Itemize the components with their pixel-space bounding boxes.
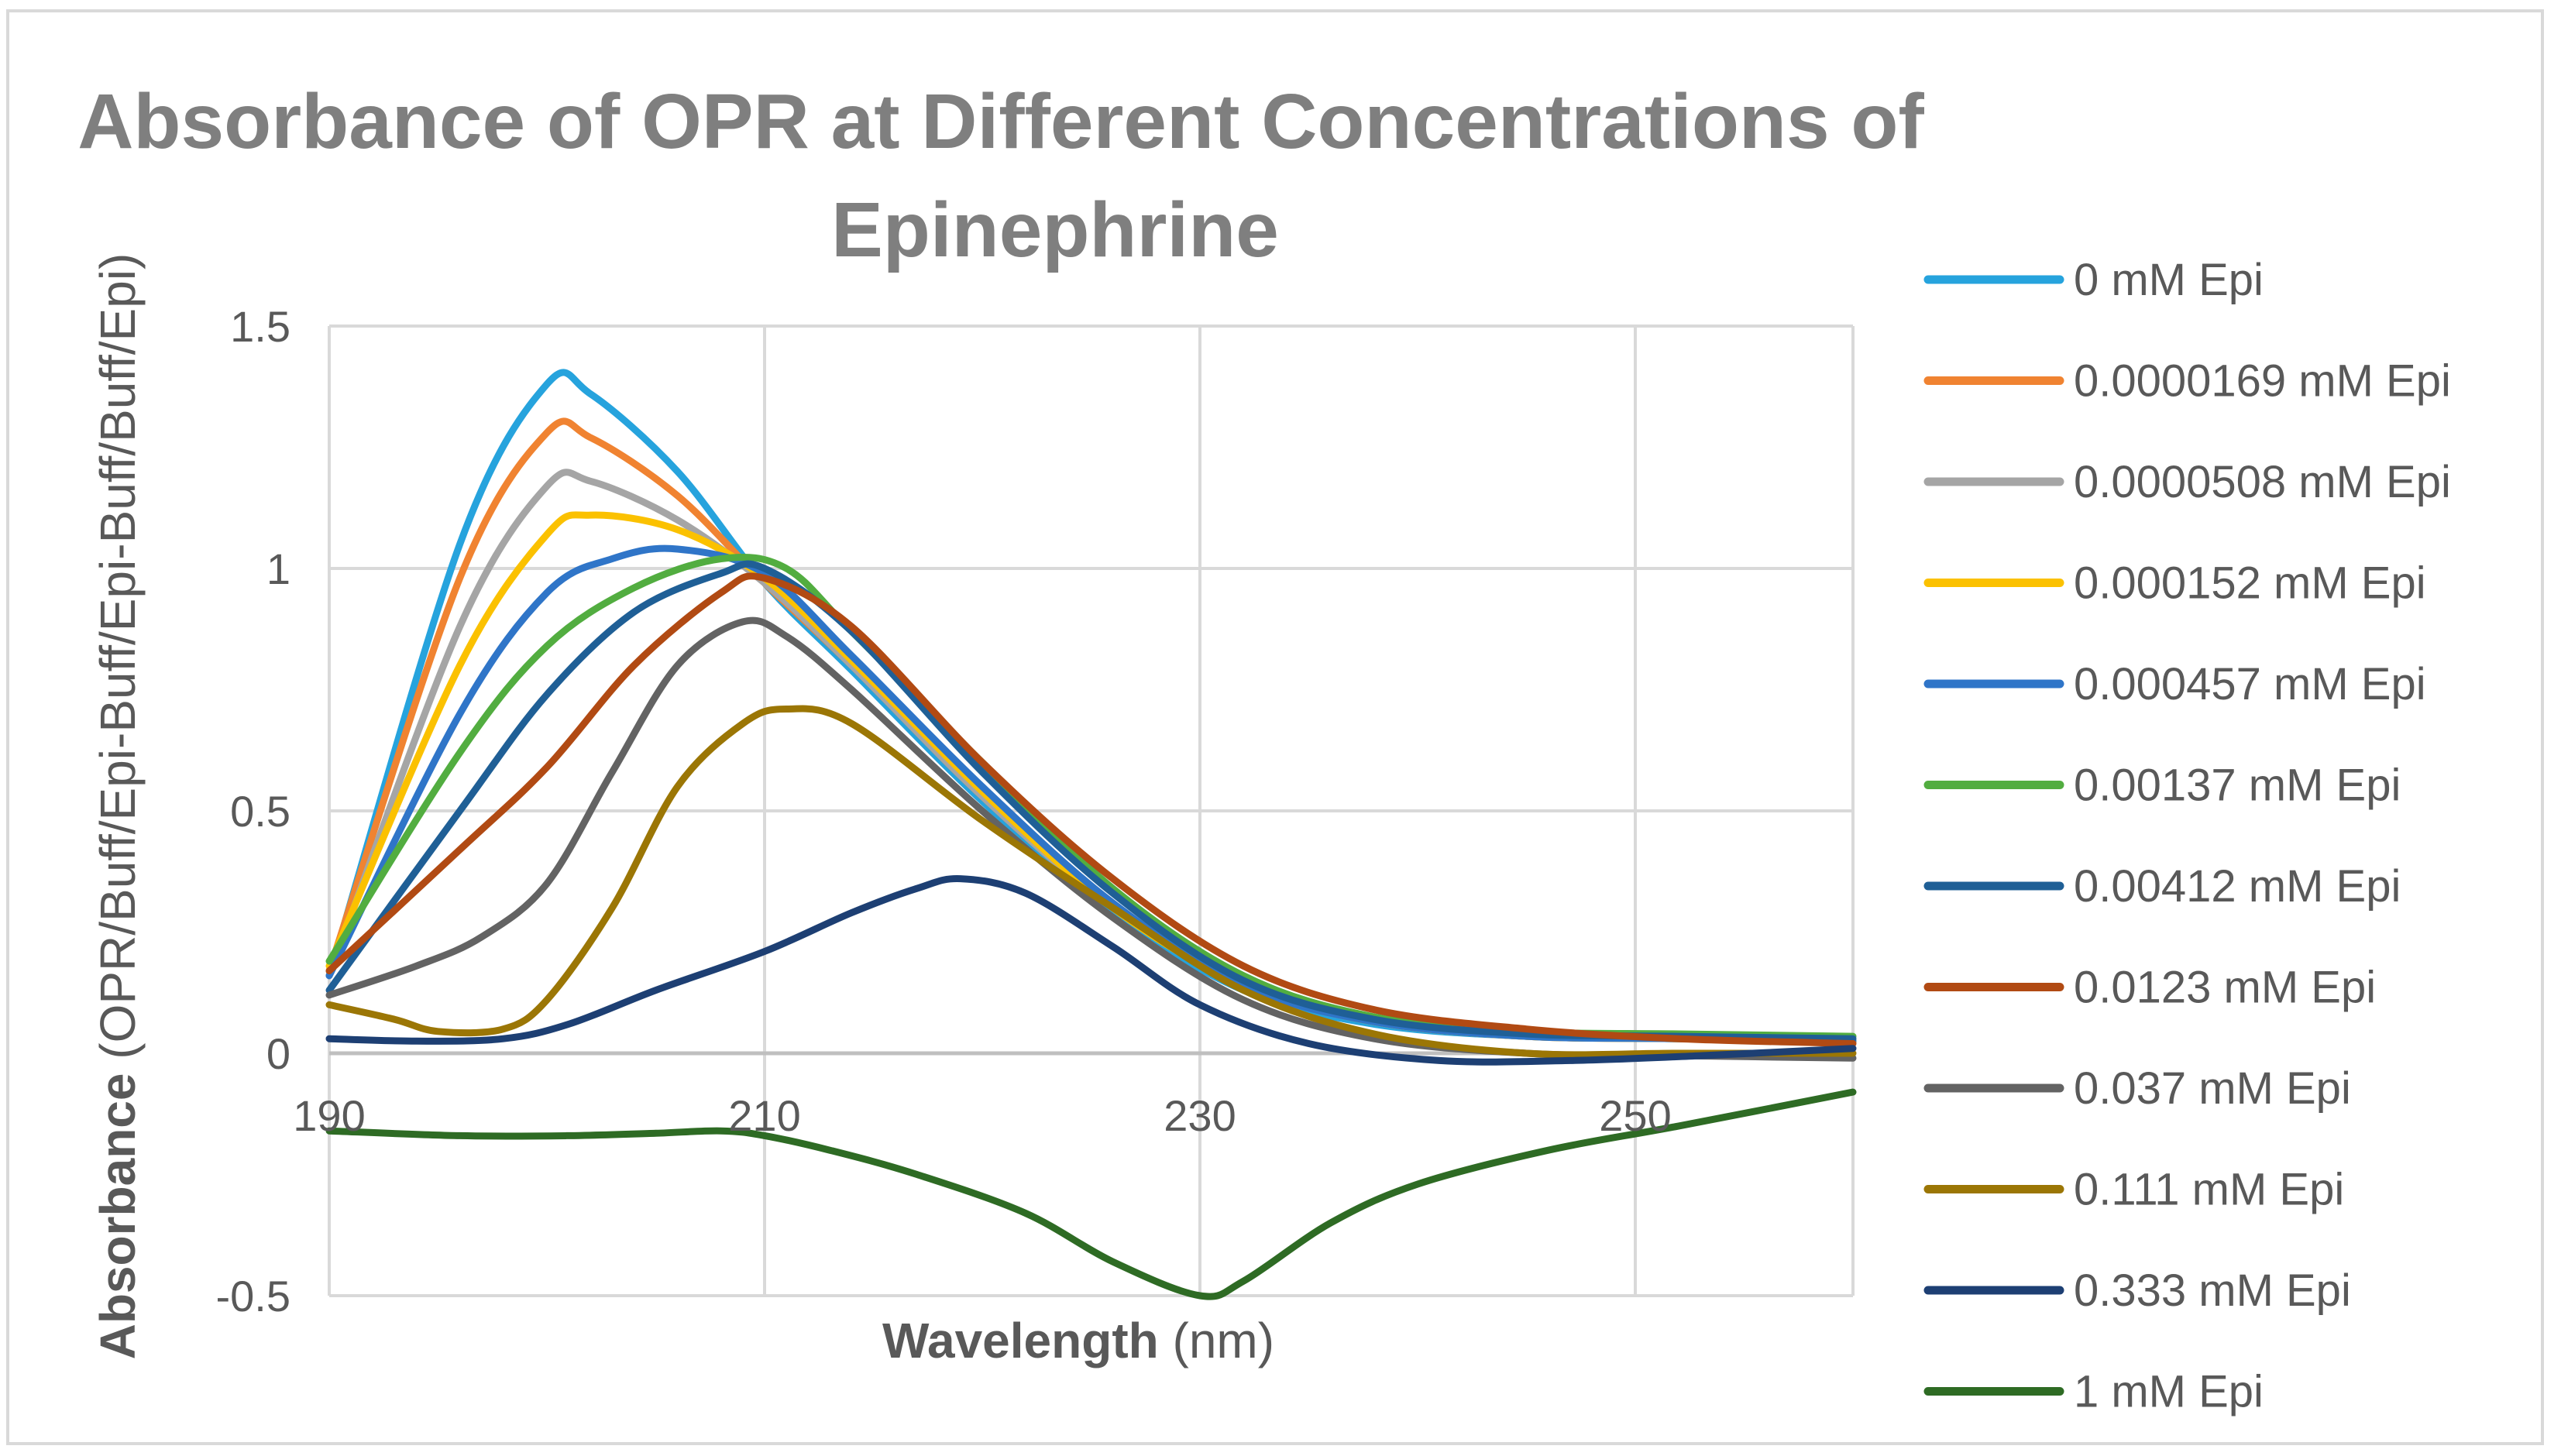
y-axis-title: Absorbance (OPR/Buff/Epi-Buff/Epi-Buff/B… bbox=[90, 253, 146, 1360]
line-chart: -0.5 0 0.5 1 1.5 190 210 230 250 Absorbance of O… bbox=[77, 78, 2451, 1417]
legend-label: 0.000457 mM Epi bbox=[2074, 659, 2426, 709]
legend-label: 0.0123 mM Epi bbox=[2074, 963, 2376, 1013]
x-tick-label: 190 bbox=[293, 1091, 365, 1140]
legend-label: 0.333 mM Epi bbox=[2074, 1265, 2351, 1316]
y-tick-label: 1 bbox=[266, 544, 290, 593]
series-line-1 bbox=[325, 417, 1857, 1045]
tick-labels: -0.5 0 0.5 1 1.5 190 210 230 250 bbox=[216, 302, 1672, 1320]
series-line-6 bbox=[325, 560, 1857, 1042]
x-axis-title: Wavelength (nm) bbox=[882, 1313, 1274, 1368]
series-line-5 bbox=[325, 553, 1857, 1040]
legend-label: 0.00137 mM Epi bbox=[2074, 761, 2401, 811]
gridlines bbox=[328, 325, 1855, 1297]
series-line-11 bbox=[325, 1088, 1857, 1300]
legend-label: 0.037 mM Epi bbox=[2074, 1063, 2351, 1114]
series-line-9 bbox=[325, 705, 1857, 1059]
legend-label: 0.00412 mM Epi bbox=[2074, 861, 2401, 912]
x-axis-title-unit: (nm) bbox=[1159, 1313, 1274, 1368]
x-axis-title-bold: Wavelength bbox=[882, 1313, 1159, 1368]
y-tick-label: 1.5 bbox=[230, 302, 290, 351]
series-lines bbox=[325, 369, 1857, 1300]
legend-label: 1 mM Epi bbox=[2074, 1367, 2264, 1417]
series-line-4 bbox=[325, 544, 1857, 1045]
legend-label: 0.111 mM Epi bbox=[2074, 1165, 2344, 1215]
series-line-3 bbox=[325, 511, 1857, 1045]
chart-container: -0.5 0 0.5 1 1.5 190 210 230 250 Absorbance of O… bbox=[6, 9, 2544, 1445]
y-tick-label: 0 bbox=[266, 1029, 290, 1078]
x-tick-label: 250 bbox=[1599, 1091, 1671, 1140]
legend-label: 0.0000508 mM Epi bbox=[2074, 457, 2451, 507]
y-tick-label: -0.5 bbox=[216, 1272, 291, 1320]
y-axis-title-rest: (OPR/Buff/Epi-Buff/Epi-Buff/Buff/Epi) bbox=[90, 253, 146, 1073]
chart-title-line1: Absorbance of OPR at Different Concentra… bbox=[77, 78, 1924, 165]
series-line-7 bbox=[325, 572, 1857, 1047]
y-axis-title-bold: Absorbance bbox=[90, 1073, 146, 1360]
legend-label: 0.0000169 mM Epi bbox=[2074, 356, 2451, 407]
legend-label: 0.000152 mM Epi bbox=[2074, 558, 2426, 609]
series-line-10 bbox=[325, 875, 1857, 1066]
y-tick-label: 0.5 bbox=[230, 787, 290, 836]
x-tick-label: 210 bbox=[728, 1091, 800, 1140]
chart-title-line2: Epinephrine bbox=[831, 187, 1279, 273]
legend: 0 mM Epi 0.0000169 mM Epi 0.0000508 mM Epi… bbox=[1923, 255, 2451, 1417]
x-tick-label: 230 bbox=[1164, 1091, 1236, 1140]
legend-label: 0 mM Epi bbox=[2074, 255, 2264, 305]
